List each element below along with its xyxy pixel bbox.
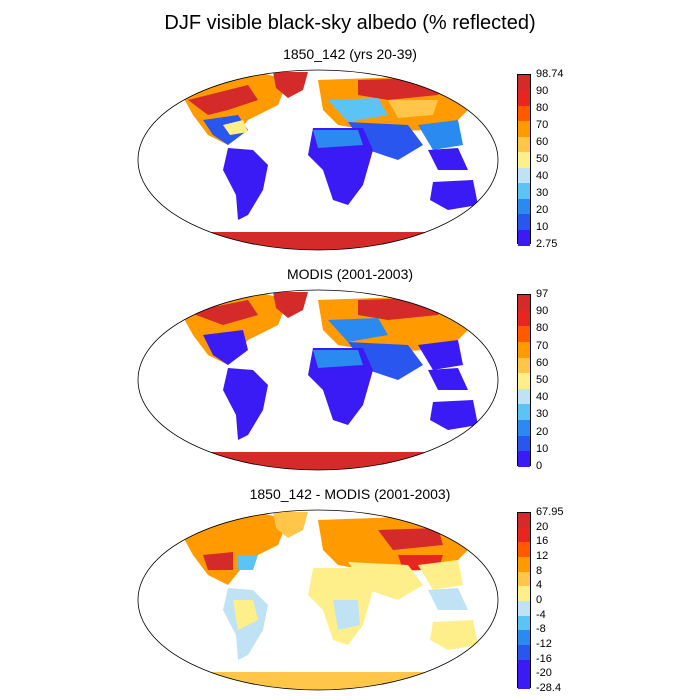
colorbar-label: 97 <box>536 288 549 300</box>
colorbar-segment <box>518 630 530 646</box>
colorbar-segment <box>518 513 530 528</box>
colorbar-segment <box>518 601 530 616</box>
colorbar-segment <box>518 527 530 543</box>
colorbar-segment <box>518 295 530 311</box>
map-panel-3 <box>137 509 499 691</box>
colorbar-segment <box>518 388 530 405</box>
colorbar-segment <box>518 214 530 231</box>
colorbar-label: -4 <box>536 608 546 621</box>
colorbar-segment <box>518 136 530 153</box>
colorbar-segment <box>518 90 530 107</box>
colorbar-label: 50 <box>536 153 549 165</box>
panel-3-title: 1850_142 - MODIS (2001-2003) <box>249 486 451 502</box>
colorbar-box <box>517 74 531 246</box>
colorbar-segment <box>518 571 530 587</box>
colorbar-box <box>517 512 531 690</box>
colorbar-segment <box>518 357 530 374</box>
colorbar-segment <box>518 557 530 572</box>
colorbar-label: 0 <box>536 594 543 606</box>
colorbar-label: -16 <box>536 652 552 665</box>
colorbar-label: 4 <box>536 579 543 592</box>
colorbar-segment <box>518 326 530 343</box>
colorbar-label: 20 <box>536 520 549 533</box>
map-panel-1 <box>137 69 499 251</box>
colorbar-label: 30 <box>536 408 549 421</box>
colorbar-segment <box>518 75 530 91</box>
colorbar-label: 67.95 <box>536 506 564 518</box>
colorbar-segment <box>518 404 530 421</box>
colorbar-segment <box>518 373 530 390</box>
colorbar-segment <box>518 152 530 169</box>
colorbar-segment <box>518 674 530 690</box>
colorbar-segment <box>518 451 530 468</box>
colorbar-label: 0 <box>536 460 543 472</box>
colorbar-segment <box>518 341 530 358</box>
map-panel-2 <box>137 289 499 471</box>
colorbar-label: 40 <box>536 391 549 404</box>
colorbar-label: 40 <box>536 170 549 182</box>
figure-title: DJF visible black-sky albedo (% reflecte… <box>164 12 536 34</box>
colorbar-label: 80 <box>536 322 549 335</box>
colorbar-label: 10 <box>536 442 549 455</box>
panel-2-title: MODIS (2001-2003) <box>286 266 414 282</box>
colorbar-label: 10 <box>536 221 549 233</box>
colorbar-label: 80 <box>536 102 549 114</box>
colorbar-label: 90 <box>536 85 549 97</box>
colorbar-label: 70 <box>536 339 549 352</box>
colorbar-label: 2.75 <box>536 238 558 250</box>
colorbar-label: -20 <box>536 667 552 680</box>
colorbar-segment <box>518 435 530 452</box>
colorbar-segment <box>518 615 530 631</box>
colorbar-label: 20 <box>536 204 549 216</box>
colorbar-label: -28.4 <box>536 682 562 694</box>
colorbar-label: 16 <box>536 535 549 548</box>
panel-1-title: 1850_142 (yrs 20-39) <box>283 46 417 62</box>
colorbar-label: 12 <box>536 550 549 562</box>
colorbar-segment <box>518 586 530 602</box>
colorbar-segment <box>518 198 530 215</box>
colorbar-label: 50 <box>536 374 549 386</box>
colorbar-label: 8 <box>536 564 543 577</box>
colorbar-segment <box>518 420 530 437</box>
colorbar-label: 60 <box>536 356 549 369</box>
colorbar-box <box>517 294 531 468</box>
colorbar-segment <box>518 542 530 558</box>
colorbar-label: 60 <box>536 136 549 148</box>
colorbar-segment <box>518 659 530 675</box>
colorbar-label: 30 <box>536 187 549 199</box>
colorbar-label: 70 <box>536 119 549 131</box>
colorbar-segment <box>518 105 530 122</box>
colorbar-segment <box>518 645 530 660</box>
colorbar-label: 90 <box>536 305 549 318</box>
colorbar-label: -8 <box>536 623 546 636</box>
colorbar-segment <box>518 167 530 184</box>
colorbar-label: -12 <box>536 638 552 650</box>
colorbar-label: 98.74 <box>536 68 564 80</box>
colorbar-segment <box>518 229 530 246</box>
colorbar-segment <box>518 121 530 138</box>
colorbar-label: 20 <box>536 425 549 438</box>
colorbar-segment <box>518 183 530 200</box>
colorbar-segment <box>518 310 530 327</box>
